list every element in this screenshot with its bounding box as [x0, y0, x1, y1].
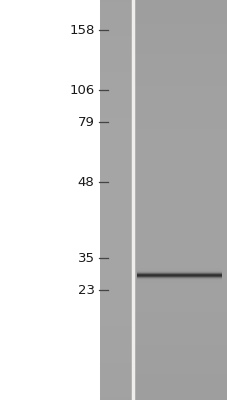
Text: 48: 48 [78, 176, 94, 188]
Text: 79: 79 [77, 116, 94, 128]
Text: 106: 106 [69, 84, 94, 96]
Text: 35: 35 [77, 252, 94, 264]
Text: 158: 158 [69, 24, 94, 36]
Text: 23: 23 [77, 284, 94, 296]
